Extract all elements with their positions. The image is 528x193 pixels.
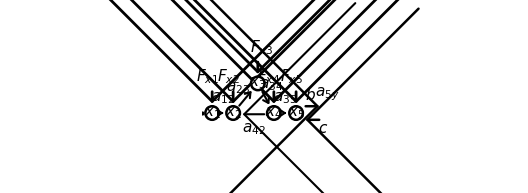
Text: $F_{x4}$: $F_{x4}$ [257, 68, 280, 86]
Text: $F_{x3}$: $F_{x3}$ [250, 38, 273, 57]
Circle shape [205, 106, 219, 120]
Text: $F_{x2}$: $F_{x2}$ [217, 68, 240, 86]
Text: $x_4$: $x_4$ [265, 105, 282, 121]
Text: $x_5$: $x_5$ [288, 105, 305, 121]
Circle shape [251, 77, 265, 90]
Circle shape [267, 106, 281, 120]
Text: $a_{5y}$: $a_{5y}$ [315, 85, 340, 102]
Text: $b$: $b$ [305, 86, 316, 102]
Text: $x_2$: $x_2$ [224, 105, 242, 121]
Text: $x_3$: $x_3$ [249, 75, 267, 91]
Text: $a_{35}$: $a_{35}$ [273, 91, 297, 106]
Text: $a_{23}$: $a_{23}$ [226, 80, 250, 96]
Text: $F_{x5}$: $F_{x5}$ [280, 68, 303, 86]
Text: $F_{x1}$: $F_{x1}$ [196, 68, 219, 86]
Text: $c$: $c$ [318, 122, 328, 136]
Text: $a_{34}$: $a_{34}$ [259, 78, 283, 93]
Text: $x_1$: $x_1$ [204, 105, 221, 121]
Text: $a_{42}$: $a_{42}$ [242, 122, 266, 137]
Text: $a_{12}$: $a_{12}$ [211, 91, 234, 106]
Circle shape [227, 106, 240, 120]
Circle shape [289, 106, 303, 120]
